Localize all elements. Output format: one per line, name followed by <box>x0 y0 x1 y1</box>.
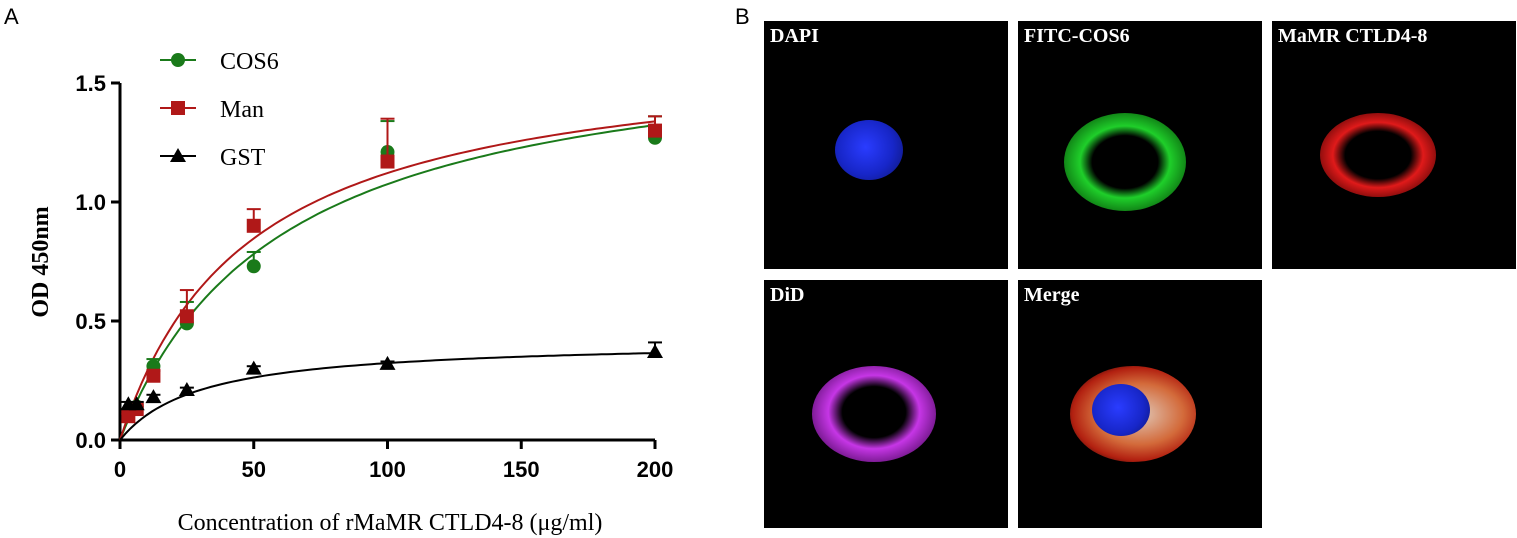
fit-curve-cos6 <box>119 124 656 441</box>
micrograph-label: DAPI <box>770 25 819 47</box>
micrograph-dapi: DAPI <box>764 21 1008 269</box>
micrograph-mamr: MaMR CTLD4-8 <box>1272 21 1516 269</box>
chart-legend: COS6 Man GST <box>160 49 279 171</box>
binding-chart: 0 50 100 150 200 0.0 0.5 1.0 1.5 COS6 Man GST Conc… <box>28 49 673 536</box>
micrograph-label: Merge <box>1024 284 1080 306</box>
legend-marker-cos6 <box>171 53 185 67</box>
x-tick-label: 50 <box>242 457 266 482</box>
y-tick-label: 0.0 <box>75 428 106 453</box>
micrograph-label: DiD <box>770 284 805 306</box>
legend-label: COS6 <box>220 49 279 75</box>
micrograph-label: MaMR CTLD4-8 <box>1278 25 1428 47</box>
data-point-man <box>380 154 395 169</box>
panel-b-label: B <box>735 4 750 29</box>
data-point-gst <box>245 360 262 375</box>
micrograph-label: FITC-COS6 <box>1024 25 1130 47</box>
data-point-man <box>648 123 662 138</box>
data-point-gst <box>379 355 396 370</box>
y-tick-label: 1.5 <box>75 71 106 96</box>
nucleus-blob <box>1092 384 1150 436</box>
legend-marker-man <box>171 101 185 115</box>
fit-curve-man <box>119 120 656 441</box>
panel-a-label: A <box>4 4 19 29</box>
micrograph-merge: Merge <box>1018 280 1262 528</box>
micrograph-did: DiD <box>764 280 1008 528</box>
data-point-gst <box>145 389 162 404</box>
data-point-gst <box>178 382 195 397</box>
x-tick-label: 150 <box>503 457 540 482</box>
x-tick-label: 200 <box>637 457 674 482</box>
x-axis-label: Concentration of rMaMR CTLD4-8 (μg/ml) <box>178 510 603 536</box>
data-point-cos6 <box>246 259 261 274</box>
y-axis-label: OD 450nm <box>28 206 54 317</box>
cell-ring-blob <box>1320 113 1436 197</box>
y-tick-label: 0.5 <box>75 309 106 334</box>
chart-axes: 0 50 100 150 200 0.0 0.5 1.0 1.5 <box>75 71 673 482</box>
legend-marker-gst <box>170 148 186 162</box>
data-point-man <box>146 368 161 383</box>
x-tick-label: 100 <box>369 457 406 482</box>
nucleus-blob <box>835 120 903 180</box>
data-point-man <box>246 218 261 233</box>
data-point-man <box>179 309 194 324</box>
micrograph-fitc-cos6: FITC-COS6 <box>1018 21 1262 269</box>
data-point-gst <box>647 343 663 358</box>
legend-label: GST <box>220 145 266 171</box>
data-point-gst <box>128 396 145 411</box>
y-tick-label: 1.0 <box>75 190 106 215</box>
fit-curves <box>119 120 656 441</box>
legend-label: Man <box>220 97 264 123</box>
data-marks <box>120 115 663 424</box>
cell-ring-blob <box>1064 113 1186 211</box>
x-tick-label: 0 <box>114 457 126 482</box>
cell-ring-blob <box>812 366 936 462</box>
